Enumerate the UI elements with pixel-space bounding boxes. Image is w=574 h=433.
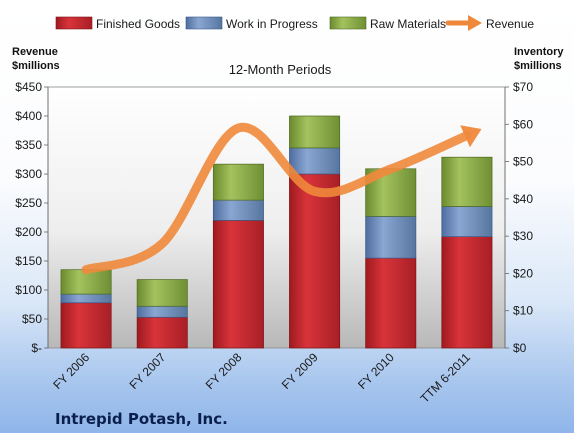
legend-swatch-revenue xyxy=(445,15,482,31)
chart-subtitle: 12-Month Periods xyxy=(229,62,332,77)
left-axis-tick-label: $150 xyxy=(15,254,42,268)
right-axis: $0 $10 $20 $30 $40 $50 $60 $70 xyxy=(504,80,533,355)
bar-finished-goods xyxy=(212,220,264,349)
bar-work-in-progress xyxy=(136,305,188,318)
right-axis-tick-label: $50 xyxy=(513,155,533,169)
legend-label-work-in-progress: Work in Progress xyxy=(226,17,318,31)
x-axis-tick-label: FY 2006 xyxy=(50,350,92,392)
bar-raw-materials xyxy=(136,279,188,307)
bar-work-in-progress xyxy=(212,199,264,221)
x-axis-tick-label: FY 2008 xyxy=(203,350,245,392)
right-axis-tick-label: $60 xyxy=(513,117,533,131)
right-axis-tick-label: $0 xyxy=(513,341,527,355)
x-axis-tick-label: FY 2007 xyxy=(127,350,169,392)
left-axis-tick-label: $450 xyxy=(15,80,42,94)
revenue-line xyxy=(81,122,472,275)
x-axis-tick-label: FY 2010 xyxy=(355,350,397,392)
left-axis: $- $50 $100 $150 $200 $250 $300 $350 $400 $450 xyxy=(15,80,49,355)
bar-raw-materials xyxy=(212,163,264,201)
left-axis-tick-label: $200 xyxy=(15,225,42,239)
revenue-arrowhead xyxy=(460,125,482,148)
left-axis-tick-label: $350 xyxy=(15,138,42,152)
left-axis-title-line2: $millions xyxy=(12,60,60,72)
bar-work-in-progress xyxy=(365,215,417,259)
bar-finished-goods xyxy=(365,257,417,349)
legend: Finished Goods Work in Progress Raw Mate… xyxy=(55,15,534,31)
bar-finished-goods xyxy=(60,302,112,349)
legend-swatch-finished-goods xyxy=(55,16,93,30)
plot-area xyxy=(47,86,506,349)
right-axis-tick-label: $20 xyxy=(513,266,533,280)
right-axis-tick-label: $40 xyxy=(513,192,533,206)
legend-label-finished-goods: Finished Goods xyxy=(96,17,180,31)
legend-label-revenue: Revenue xyxy=(486,17,534,31)
right-axis-tick-label: $70 xyxy=(513,80,533,94)
left-axis-title-line1: Revenue xyxy=(12,46,58,58)
legend-swatch-work-in-progress xyxy=(185,16,223,30)
legend-swatch-raw-materials xyxy=(329,16,367,30)
bar-work-in-progress xyxy=(289,147,341,175)
right-axis-title-line2: $millions xyxy=(514,60,562,72)
left-axis-tick-label: $400 xyxy=(15,109,42,123)
revenue-line-layer xyxy=(81,122,482,275)
legend-label-raw-materials: Raw Materials xyxy=(370,17,446,31)
x-axis-tick-label: FY 2009 xyxy=(279,350,321,392)
bar-raw-materials xyxy=(441,156,493,207)
left-axis-tick-label: $50 xyxy=(22,312,42,326)
x-axis: FY 2006 FY 2007 FY 2008 FY 2009 FY 2010 TTM 6… xyxy=(50,350,473,406)
right-axis-tick-label: $30 xyxy=(513,229,533,243)
x-axis-tick-label: TTM 6-2011 xyxy=(418,350,474,406)
bar-finished-goods xyxy=(441,236,493,349)
bar-work-in-progress xyxy=(60,293,112,304)
bar-finished-goods xyxy=(289,173,341,349)
bar-work-in-progress xyxy=(441,206,493,237)
left-axis-tick-label: $300 xyxy=(15,167,42,181)
left-axis-tick-label: $- xyxy=(31,341,42,355)
footer-company-name: Intrepid Potash, Inc. xyxy=(55,410,228,428)
left-axis-tick-label: $250 xyxy=(15,196,42,210)
left-axis-tick-label: $100 xyxy=(15,283,42,297)
right-axis-tick-label: $10 xyxy=(513,304,533,318)
bar-raw-materials xyxy=(289,115,341,149)
right-axis-title-line1: Inventory xyxy=(514,46,564,58)
bars xyxy=(60,115,493,349)
bar-finished-goods xyxy=(136,316,188,349)
